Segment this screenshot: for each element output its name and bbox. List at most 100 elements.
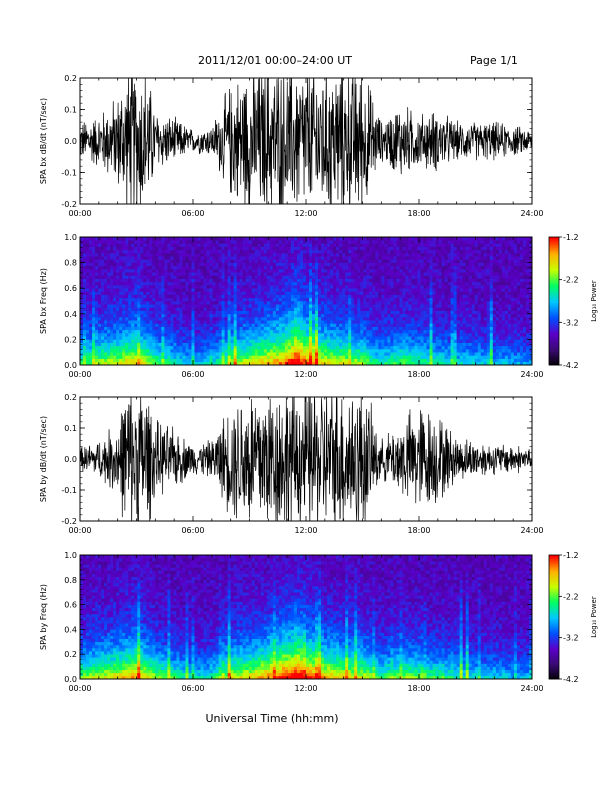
spectrogram-cell bbox=[239, 256, 244, 260]
spectrogram-cell bbox=[390, 301, 394, 305]
spectrogram-cell bbox=[107, 262, 111, 267]
spectrogram-cell bbox=[134, 237, 138, 241]
spectrogram-cell bbox=[179, 281, 183, 286]
spectrogram-cell bbox=[245, 269, 250, 273]
spectrogram-cell bbox=[176, 361, 180, 366]
spectrogram-cell bbox=[275, 320, 280, 324]
spectrogram-cell bbox=[396, 256, 400, 260]
spectrogram-cell bbox=[170, 301, 174, 305]
spectrogram-cell bbox=[146, 333, 150, 337]
spectrogram-cell bbox=[86, 345, 90, 350]
spectrogram-cell bbox=[417, 339, 421, 343]
spectrogram-cell bbox=[441, 237, 445, 241]
spectrogram-cell bbox=[342, 326, 346, 331]
spectrogram-cell bbox=[281, 256, 286, 260]
spectrogram-cell bbox=[432, 310, 436, 315]
spectrogram-cell bbox=[155, 326, 159, 331]
spectrogram-cell bbox=[278, 339, 283, 343]
spectrogram-cell bbox=[182, 272, 186, 276]
spectrogram-cell bbox=[438, 317, 442, 321]
spectrogram-cell bbox=[95, 253, 99, 257]
spectrogram-cell bbox=[405, 339, 409, 343]
spectrogram-cell bbox=[104, 329, 108, 334]
spectrogram-cell bbox=[393, 237, 397, 241]
spectrogram-cell bbox=[414, 288, 418, 292]
spectrogram-cell bbox=[233, 349, 237, 353]
spectrogram-cell bbox=[197, 326, 201, 331]
spectrogram-cell bbox=[173, 246, 177, 251]
spectrogram-cell bbox=[122, 342, 126, 347]
spectrogram-cell bbox=[405, 246, 409, 251]
spectrogram-cell bbox=[113, 278, 117, 283]
spectrogram-cell bbox=[369, 310, 373, 315]
spectrogram-cell bbox=[378, 246, 382, 251]
spectrogram-cell bbox=[158, 326, 162, 331]
spectrogram-cell bbox=[248, 281, 253, 286]
spectrogram-cell bbox=[260, 240, 265, 244]
spectrogram-cell bbox=[128, 269, 132, 273]
spectrogram-cell bbox=[432, 256, 436, 260]
spectrogram-cell bbox=[203, 323, 207, 327]
spectrogram-cell bbox=[98, 265, 102, 270]
spectrogram-cell bbox=[312, 323, 316, 327]
spectrogram-cell bbox=[396, 345, 400, 350]
spectrogram-cell bbox=[345, 336, 349, 340]
spectrogram-cell bbox=[351, 265, 355, 270]
spectrogram-cell bbox=[284, 323, 289, 327]
spectrogram-cell bbox=[357, 336, 361, 340]
spectrogram-cell bbox=[390, 240, 394, 244]
spectrogram-cell bbox=[98, 333, 102, 337]
spectrogram-cell bbox=[327, 275, 331, 279]
spectrogram-cell bbox=[137, 243, 141, 247]
spectrogram-cell bbox=[122, 326, 126, 331]
spectrogram-cell bbox=[333, 278, 337, 283]
spectrogram-cell bbox=[146, 361, 150, 366]
spectrogram-cell bbox=[170, 355, 174, 359]
spectrogram-cell bbox=[269, 326, 274, 331]
spectrogram-cell bbox=[116, 323, 120, 327]
spectrogram-cell bbox=[107, 326, 111, 331]
spectrogram-cell bbox=[378, 317, 382, 321]
spectrogram-cell bbox=[110, 304, 114, 308]
spectrogram-cell bbox=[387, 339, 391, 343]
spectrogram-cell bbox=[336, 342, 340, 347]
spectrogram-cell bbox=[309, 278, 313, 283]
spectrogram-cell bbox=[98, 253, 102, 257]
spectrogram-cell bbox=[309, 355, 313, 359]
spectrogram-cell bbox=[128, 249, 132, 254]
spectrogram-cell bbox=[336, 265, 340, 270]
spectrogram-cell bbox=[134, 285, 138, 289]
spectrogram-cell bbox=[306, 317, 310, 321]
spectrogram-cell bbox=[152, 339, 156, 343]
spectrogram-cell bbox=[209, 269, 213, 273]
spectrogram-cell bbox=[284, 278, 289, 283]
spectrogram-cell bbox=[333, 285, 337, 289]
spectrogram-cell bbox=[369, 265, 373, 270]
spectrogram-cell bbox=[312, 291, 316, 295]
spectrogram-cell bbox=[402, 259, 406, 263]
spectrogram-cell bbox=[245, 358, 250, 363]
spectrogram-cell bbox=[405, 262, 409, 267]
spectrogram-cell bbox=[176, 320, 180, 324]
spectrogram-cell bbox=[435, 281, 439, 286]
spectrogram-cell bbox=[143, 272, 147, 276]
spectrogram-cell bbox=[212, 358, 216, 363]
spectrogram-cell bbox=[86, 297, 90, 302]
spectrogram-cell bbox=[435, 361, 439, 366]
spectrogram-cell bbox=[435, 320, 439, 324]
spectrogram-cell bbox=[296, 253, 301, 257]
spectrogram-cell bbox=[92, 256, 96, 260]
page-number: Page 1/1 bbox=[470, 54, 518, 67]
spectrogram-cell bbox=[227, 243, 231, 247]
spectrogram-cell bbox=[330, 349, 334, 353]
spectrogram-cell bbox=[330, 249, 334, 254]
spectrogram-cell bbox=[149, 249, 153, 254]
spectrogram-cell bbox=[444, 262, 448, 267]
spectrogram-cell bbox=[339, 278, 343, 283]
spectrogram-cell bbox=[116, 352, 120, 356]
spectrogram-cell bbox=[209, 355, 213, 359]
spectrogram-cell bbox=[330, 272, 334, 276]
spectrogram-cell bbox=[275, 285, 280, 289]
spectrogram-cell bbox=[417, 291, 421, 295]
spectrogram-cell bbox=[221, 345, 225, 350]
